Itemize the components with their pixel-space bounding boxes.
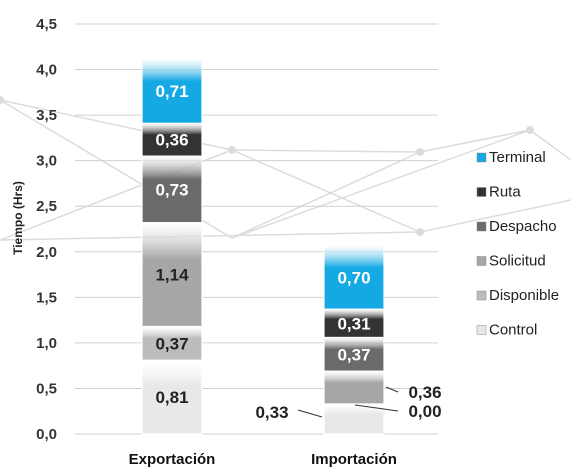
bar-despacho-0 (141, 155, 203, 224)
legend: Terminal Ruta Despacho Solicitud Disponible C… (476, 149, 559, 339)
background-node (228, 146, 236, 154)
background-line (231, 149, 421, 233)
y-axis-ticks: 0,0 0,5 1,0 1,5 2,0 2,5 3,0 3,5 4,0 4,5 (36, 16, 57, 443)
background-decoration (0, 96, 571, 241)
background-line (0, 231, 421, 241)
y-tick-label: 1,0 (36, 335, 57, 352)
y-tick-label: 0,0 (36, 426, 57, 443)
y-tick-label: 3,5 (36, 107, 57, 124)
data-label: 0,36 (408, 383, 441, 402)
background-line (529, 129, 571, 161)
leader-line-disponible (354, 404, 399, 412)
legend-swatch (476, 221, 487, 232)
y-tick-label: 2,5 (36, 198, 57, 215)
data-label: 0,36 (155, 131, 188, 150)
data-label: 0,81 (155, 388, 188, 407)
legend-item-despacho: Despacho (476, 218, 557, 235)
data-labels: 0,810,371,140,730,360,710,33 0,000,360,37… (155, 82, 441, 422)
legend-label: Despacho (489, 218, 557, 235)
data-label: 1,14 (155, 266, 189, 285)
y-tick-label: 1,5 (36, 289, 57, 306)
y-axis-label: Tiempo (Hrs) (11, 181, 25, 255)
legend-item-ruta: Ruta (476, 184, 521, 201)
bar-ruta-0 (141, 122, 203, 157)
background-line (231, 151, 421, 239)
legend-label: Control (489, 322, 537, 339)
legend-item-terminal: Terminal (476, 149, 546, 166)
background-node (0, 96, 4, 104)
legend-item-solicitud: Solicitud (476, 253, 546, 270)
legend-label: Disponible (489, 287, 559, 304)
bar-terminal-0 (141, 58, 203, 124)
x-category-label: Importación (311, 451, 397, 468)
leader-line-control (297, 409, 323, 418)
data-label: 0,70 (337, 268, 370, 287)
y-tick-label: 2,0 (36, 244, 57, 261)
bar-solicitud-1 (323, 370, 385, 405)
data-label: 0,00 (408, 402, 441, 421)
leader-line-solicitud (385, 386, 399, 393)
y-tick-label: 4,5 (36, 16, 57, 33)
data-label: 0,37 (155, 334, 188, 353)
legend-label: Terminal (489, 149, 546, 166)
bar-despacho-1 (323, 336, 385, 372)
legend-swatch (476, 256, 487, 266)
y-tick-label: 4,0 (36, 62, 57, 79)
legend-label: Solicitud (489, 253, 546, 270)
background-node (416, 228, 424, 236)
bar-solicitud-0 (141, 222, 203, 328)
y-tick-label: 3,0 (36, 153, 57, 170)
bars (141, 58, 385, 435)
background-line (419, 199, 571, 233)
background-line (231, 149, 421, 153)
x-category-label: Exportación (129, 451, 216, 468)
background-line (231, 129, 531, 239)
bar-control-0 (141, 359, 203, 435)
legend-swatch (476, 290, 487, 301)
legend-swatch (476, 152, 487, 163)
background-node (416, 148, 424, 156)
bar-disponible-0 (141, 325, 203, 361)
legend-item-disponible: Disponible (476, 287, 559, 304)
data-label: 0,71 (155, 82, 188, 101)
data-label: 0,31 (337, 314, 370, 333)
background-node (526, 126, 534, 134)
x-axis-categories: Exportación Importación (129, 451, 397, 468)
legend-swatch (476, 325, 487, 335)
legend-item-control: Control (476, 322, 537, 339)
bar-control-1 (323, 403, 385, 435)
bar-terminal-1 (323, 244, 385, 310)
data-label: 0,73 (155, 180, 188, 199)
legend-label: Ruta (489, 184, 521, 201)
y-tick-label: 0,5 (36, 380, 57, 397)
data-label: 0,37 (337, 345, 370, 364)
data-label: 0,33 (255, 403, 288, 422)
background-line (419, 129, 531, 153)
legend-swatch (476, 187, 487, 197)
bar-ruta-1 (323, 308, 385, 339)
